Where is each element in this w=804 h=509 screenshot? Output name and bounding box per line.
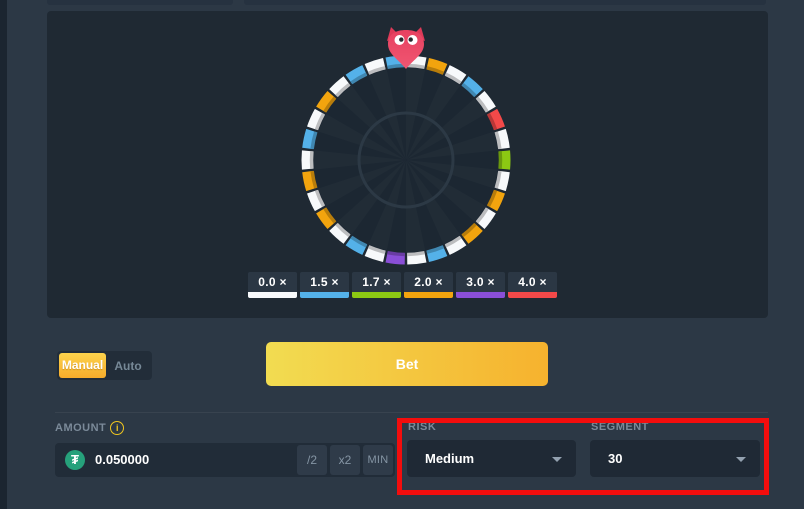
wheel-segment-red bbox=[487, 108, 505, 131]
wheel-segment-white bbox=[329, 223, 351, 244]
legend-color-bar bbox=[508, 292, 557, 298]
wheel-segment-shade bbox=[367, 245, 386, 254]
wheel-segment-orange bbox=[461, 223, 483, 244]
wheel-segment-shade bbox=[314, 112, 326, 131]
wheel-segment-shade bbox=[475, 96, 489, 113]
legend-multiplier-label: 1.5 × bbox=[310, 275, 339, 289]
wheel-segment-shade bbox=[350, 235, 368, 248]
wheel-segment-white bbox=[307, 108, 325, 131]
wheel-segment-shade bbox=[486, 189, 498, 208]
wheel-segment-shade bbox=[486, 112, 498, 131]
wheel-segment-blue bbox=[345, 65, 368, 84]
wheel-segment-shade bbox=[426, 245, 445, 254]
wheel-segment-shade bbox=[494, 170, 502, 189]
chevron-down-icon bbox=[552, 457, 562, 462]
wheel-segment-orange bbox=[487, 189, 505, 212]
wheel-segment-orange bbox=[316, 207, 336, 229]
wheel-segment-white bbox=[407, 251, 427, 265]
wheel-segment-shade bbox=[323, 96, 337, 113]
wheel-segment-white bbox=[476, 91, 496, 113]
wheel-segment-shade bbox=[461, 82, 477, 98]
wheel-segment-shade bbox=[387, 250, 405, 257]
amount-value[interactable]: 0.050000 bbox=[95, 452, 150, 467]
wheel-segment-shade bbox=[461, 222, 477, 238]
wheel-segment-white bbox=[307, 189, 325, 212]
legend-color-bar bbox=[404, 292, 453, 298]
wheel-segment-white bbox=[364, 58, 386, 75]
wheel-segment-shade bbox=[444, 72, 462, 85]
bet-mode-toggle: Manual Auto bbox=[57, 351, 152, 380]
left-edge-strip bbox=[0, 0, 7, 509]
wheel-segment-white bbox=[444, 236, 467, 255]
legend-multiplier-label: 3.0 × bbox=[466, 275, 495, 289]
info-icon[interactable]: i bbox=[110, 421, 125, 435]
wheel-segment-shade bbox=[323, 207, 337, 224]
wheel-segment-shade bbox=[335, 222, 351, 238]
legend-multiplier-label: 2.0 × bbox=[414, 275, 443, 289]
wheel-segment-blue bbox=[461, 76, 483, 97]
controls-divider bbox=[55, 412, 768, 413]
legend-chip: 0.0 × bbox=[248, 272, 297, 298]
legend-chip: 1.7 × bbox=[352, 272, 401, 298]
legend-chip: 3.0 × bbox=[456, 272, 505, 298]
amount-label: AMOUNT bbox=[55, 422, 107, 434]
manual-mode-button[interactable]: Manual bbox=[59, 353, 106, 378]
legend-chip: 4.0 × bbox=[508, 272, 557, 298]
top-panel-stub-right bbox=[244, 0, 766, 5]
risk-select-value: Medium bbox=[425, 451, 475, 466]
legend-chip: 2.0 × bbox=[404, 272, 453, 298]
wheel-segment-shade bbox=[426, 66, 445, 75]
segment-select[interactable]: 30 bbox=[590, 440, 760, 477]
top-panel-stub-left bbox=[47, 0, 233, 5]
wheel-segment-blue bbox=[345, 236, 368, 255]
wheel-segment-shade bbox=[314, 189, 326, 208]
legend-multiplier-label: 4.0 × bbox=[518, 275, 547, 289]
bet-button[interactable]: Bet bbox=[266, 342, 548, 386]
wheel-segment-shade bbox=[407, 250, 425, 257]
legend-color-bar bbox=[352, 292, 401, 298]
legend-chip: 1.5 × bbox=[300, 272, 349, 298]
half-amount-button[interactable]: /2 bbox=[297, 445, 327, 475]
wheel-segment-shade bbox=[444, 235, 462, 248]
wheel-segment-shade bbox=[310, 131, 318, 150]
wheel-segment-shade bbox=[350, 72, 368, 85]
wheel-segment-white bbox=[495, 170, 510, 192]
wheel-segment-blue bbox=[302, 128, 317, 150]
legend-multiplier-label: 0.0 × bbox=[258, 275, 287, 289]
wheel-segment-purple bbox=[385, 251, 405, 265]
wheel-segment-white bbox=[495, 128, 510, 150]
wheel-segment-white bbox=[364, 245, 386, 262]
segment-select-value: 30 bbox=[608, 451, 623, 466]
amount-label-row: AMOUNT i bbox=[55, 421, 125, 435]
owl-pointer-icon bbox=[387, 27, 425, 69]
wheel-segment-shade bbox=[335, 82, 351, 98]
wheel-segment-shade bbox=[310, 170, 318, 189]
wheel-segment-orange bbox=[426, 58, 448, 75]
wheel-segment-shade bbox=[475, 207, 489, 224]
auto-mode-button[interactable]: Auto bbox=[114, 358, 142, 373]
risk-label: RISK bbox=[408, 421, 437, 433]
multiplier-legend: 0.0 × 1.5 × 1.7 × 2.0 × 3.0 × 4.0 × bbox=[248, 272, 557, 298]
wheel-segment-shade bbox=[494, 131, 502, 150]
wheel-segment-orange bbox=[316, 91, 336, 113]
segment-label: SEGMENT bbox=[591, 421, 649, 433]
wheel-segment-shade bbox=[367, 66, 386, 75]
legend-color-bar bbox=[248, 292, 297, 298]
min-amount-button[interactable]: MIN bbox=[363, 445, 393, 475]
wheel-segment-white bbox=[476, 207, 496, 229]
tether-coin-icon: ₮ bbox=[65, 450, 85, 470]
legend-multiplier-label: 1.7 × bbox=[362, 275, 391, 289]
wheel-segment-white bbox=[444, 65, 467, 84]
legend-color-bar bbox=[300, 292, 349, 298]
wheel-segment-white bbox=[329, 76, 351, 97]
wheel-segment-blue bbox=[426, 245, 448, 262]
wheel bbox=[301, 55, 511, 265]
double-amount-button[interactable]: x2 bbox=[330, 445, 360, 475]
legend-color-bar bbox=[456, 292, 505, 298]
risk-select[interactable]: Medium bbox=[407, 440, 576, 477]
wheel-segment-orange bbox=[302, 170, 317, 192]
chevron-down-icon bbox=[736, 457, 746, 462]
